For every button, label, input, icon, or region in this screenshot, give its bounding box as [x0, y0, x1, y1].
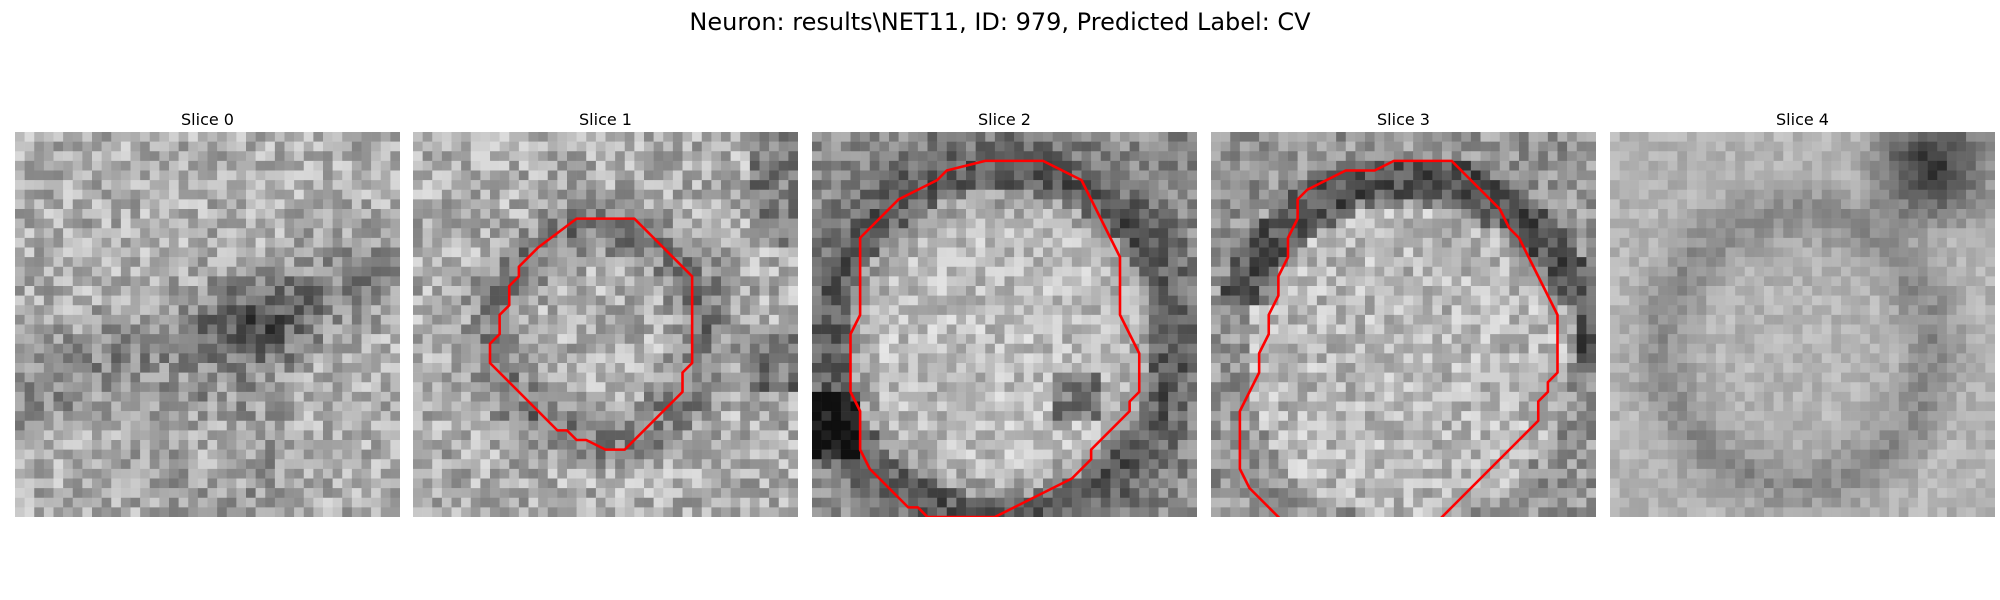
pixel-grid: [812, 132, 1197, 517]
segmentation-contour: [488, 217, 694, 451]
slice-image-4: [1610, 132, 1995, 517]
slice-title-0: Slice 0: [181, 110, 234, 129]
slice-panel-4: Slice 4: [1610, 108, 1995, 517]
figure-title: Neuron: results\NET11, ID: 979, Predicte…: [689, 8, 1311, 36]
slice-title-2: Slice 2: [978, 110, 1031, 129]
pixel-grid: [15, 132, 400, 517]
segmentation-contour: [1238, 159, 1559, 517]
slice-title-3: Slice 3: [1377, 110, 1430, 129]
slice-title-1: Slice 1: [579, 110, 632, 129]
slice-panel-1: Slice 1: [413, 108, 798, 517]
slice-image-0: [15, 132, 400, 517]
pixel-grid: [413, 132, 798, 517]
slice-panel-3: Slice 3: [1211, 108, 1596, 517]
slice-image-3: [1211, 132, 1596, 517]
pixel-grid: [1610, 132, 1995, 517]
slice-panel-0: Slice 0: [15, 108, 400, 517]
pixel-grid: [1211, 132, 1596, 517]
slice-panel-2: Slice 2: [812, 108, 1197, 517]
slice-title-4: Slice 4: [1776, 110, 1829, 129]
slice-image-2: [812, 132, 1197, 517]
slice-image-1: [413, 132, 798, 517]
segmentation-contour: [849, 159, 1141, 517]
